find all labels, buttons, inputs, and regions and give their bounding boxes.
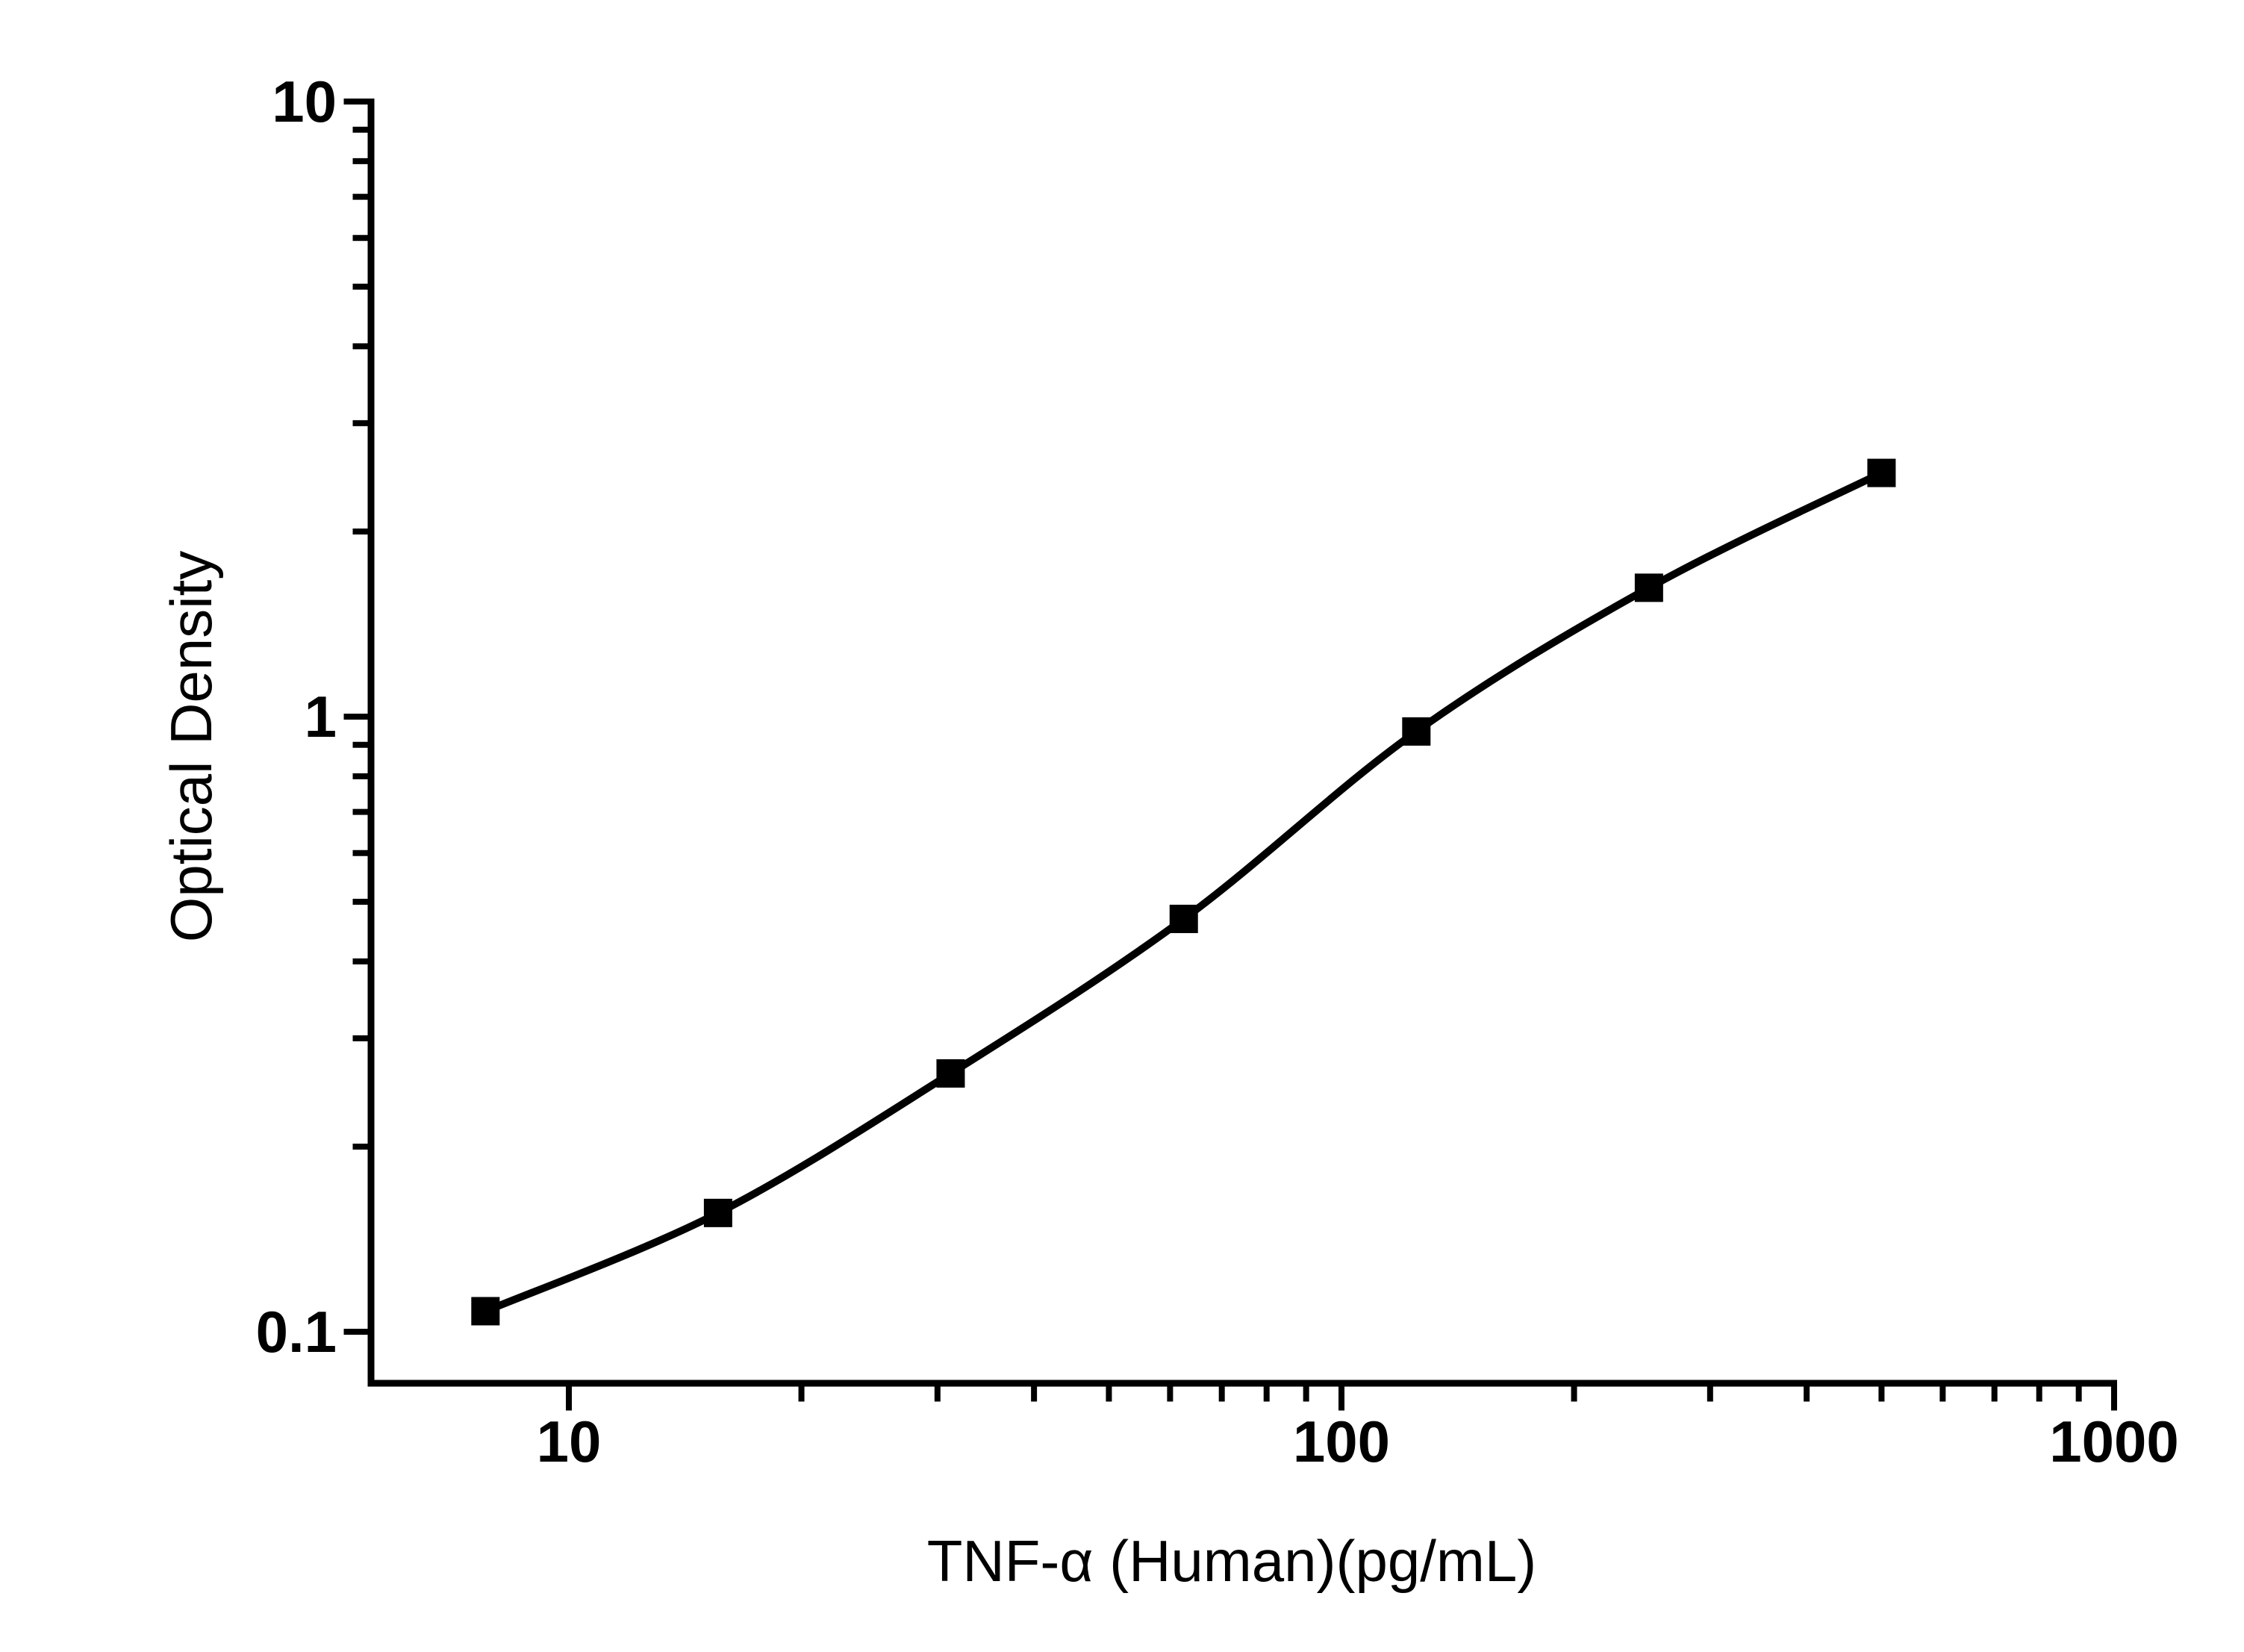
tick-labels-layer: 10 100 1000 10 1 0.1 bbox=[256, 69, 2179, 1474]
axis-spines bbox=[367, 99, 2117, 1387]
y-tick-label: 10 bbox=[272, 69, 337, 134]
x-axis-title: TNF-α (Human)(pg/mL) bbox=[927, 1528, 1537, 1594]
y-tick-label: 1 bbox=[305, 684, 337, 749]
data-point-marker bbox=[1634, 573, 1663, 602]
data-point-marker bbox=[936, 1059, 965, 1088]
ticks-layer bbox=[343, 99, 2117, 1411]
data-point-marker bbox=[471, 1297, 500, 1326]
x-tick-label: 100 bbox=[1293, 1409, 1390, 1474]
x-tick-label: 10 bbox=[537, 1409, 602, 1474]
data-point-marker bbox=[1867, 458, 1896, 487]
data-point-marker bbox=[1402, 717, 1431, 746]
y-axis-title: Optical Density bbox=[158, 551, 224, 943]
standard-curve-line bbox=[484, 470, 1883, 1315]
x-tick-label: 1000 bbox=[2049, 1409, 2179, 1474]
data-point-marker bbox=[1169, 904, 1198, 933]
y-tick-label: 0.1 bbox=[256, 1299, 337, 1365]
data-point-marker bbox=[703, 1198, 732, 1227]
axes-layer bbox=[367, 99, 2117, 1387]
series-layer bbox=[471, 458, 1896, 1326]
